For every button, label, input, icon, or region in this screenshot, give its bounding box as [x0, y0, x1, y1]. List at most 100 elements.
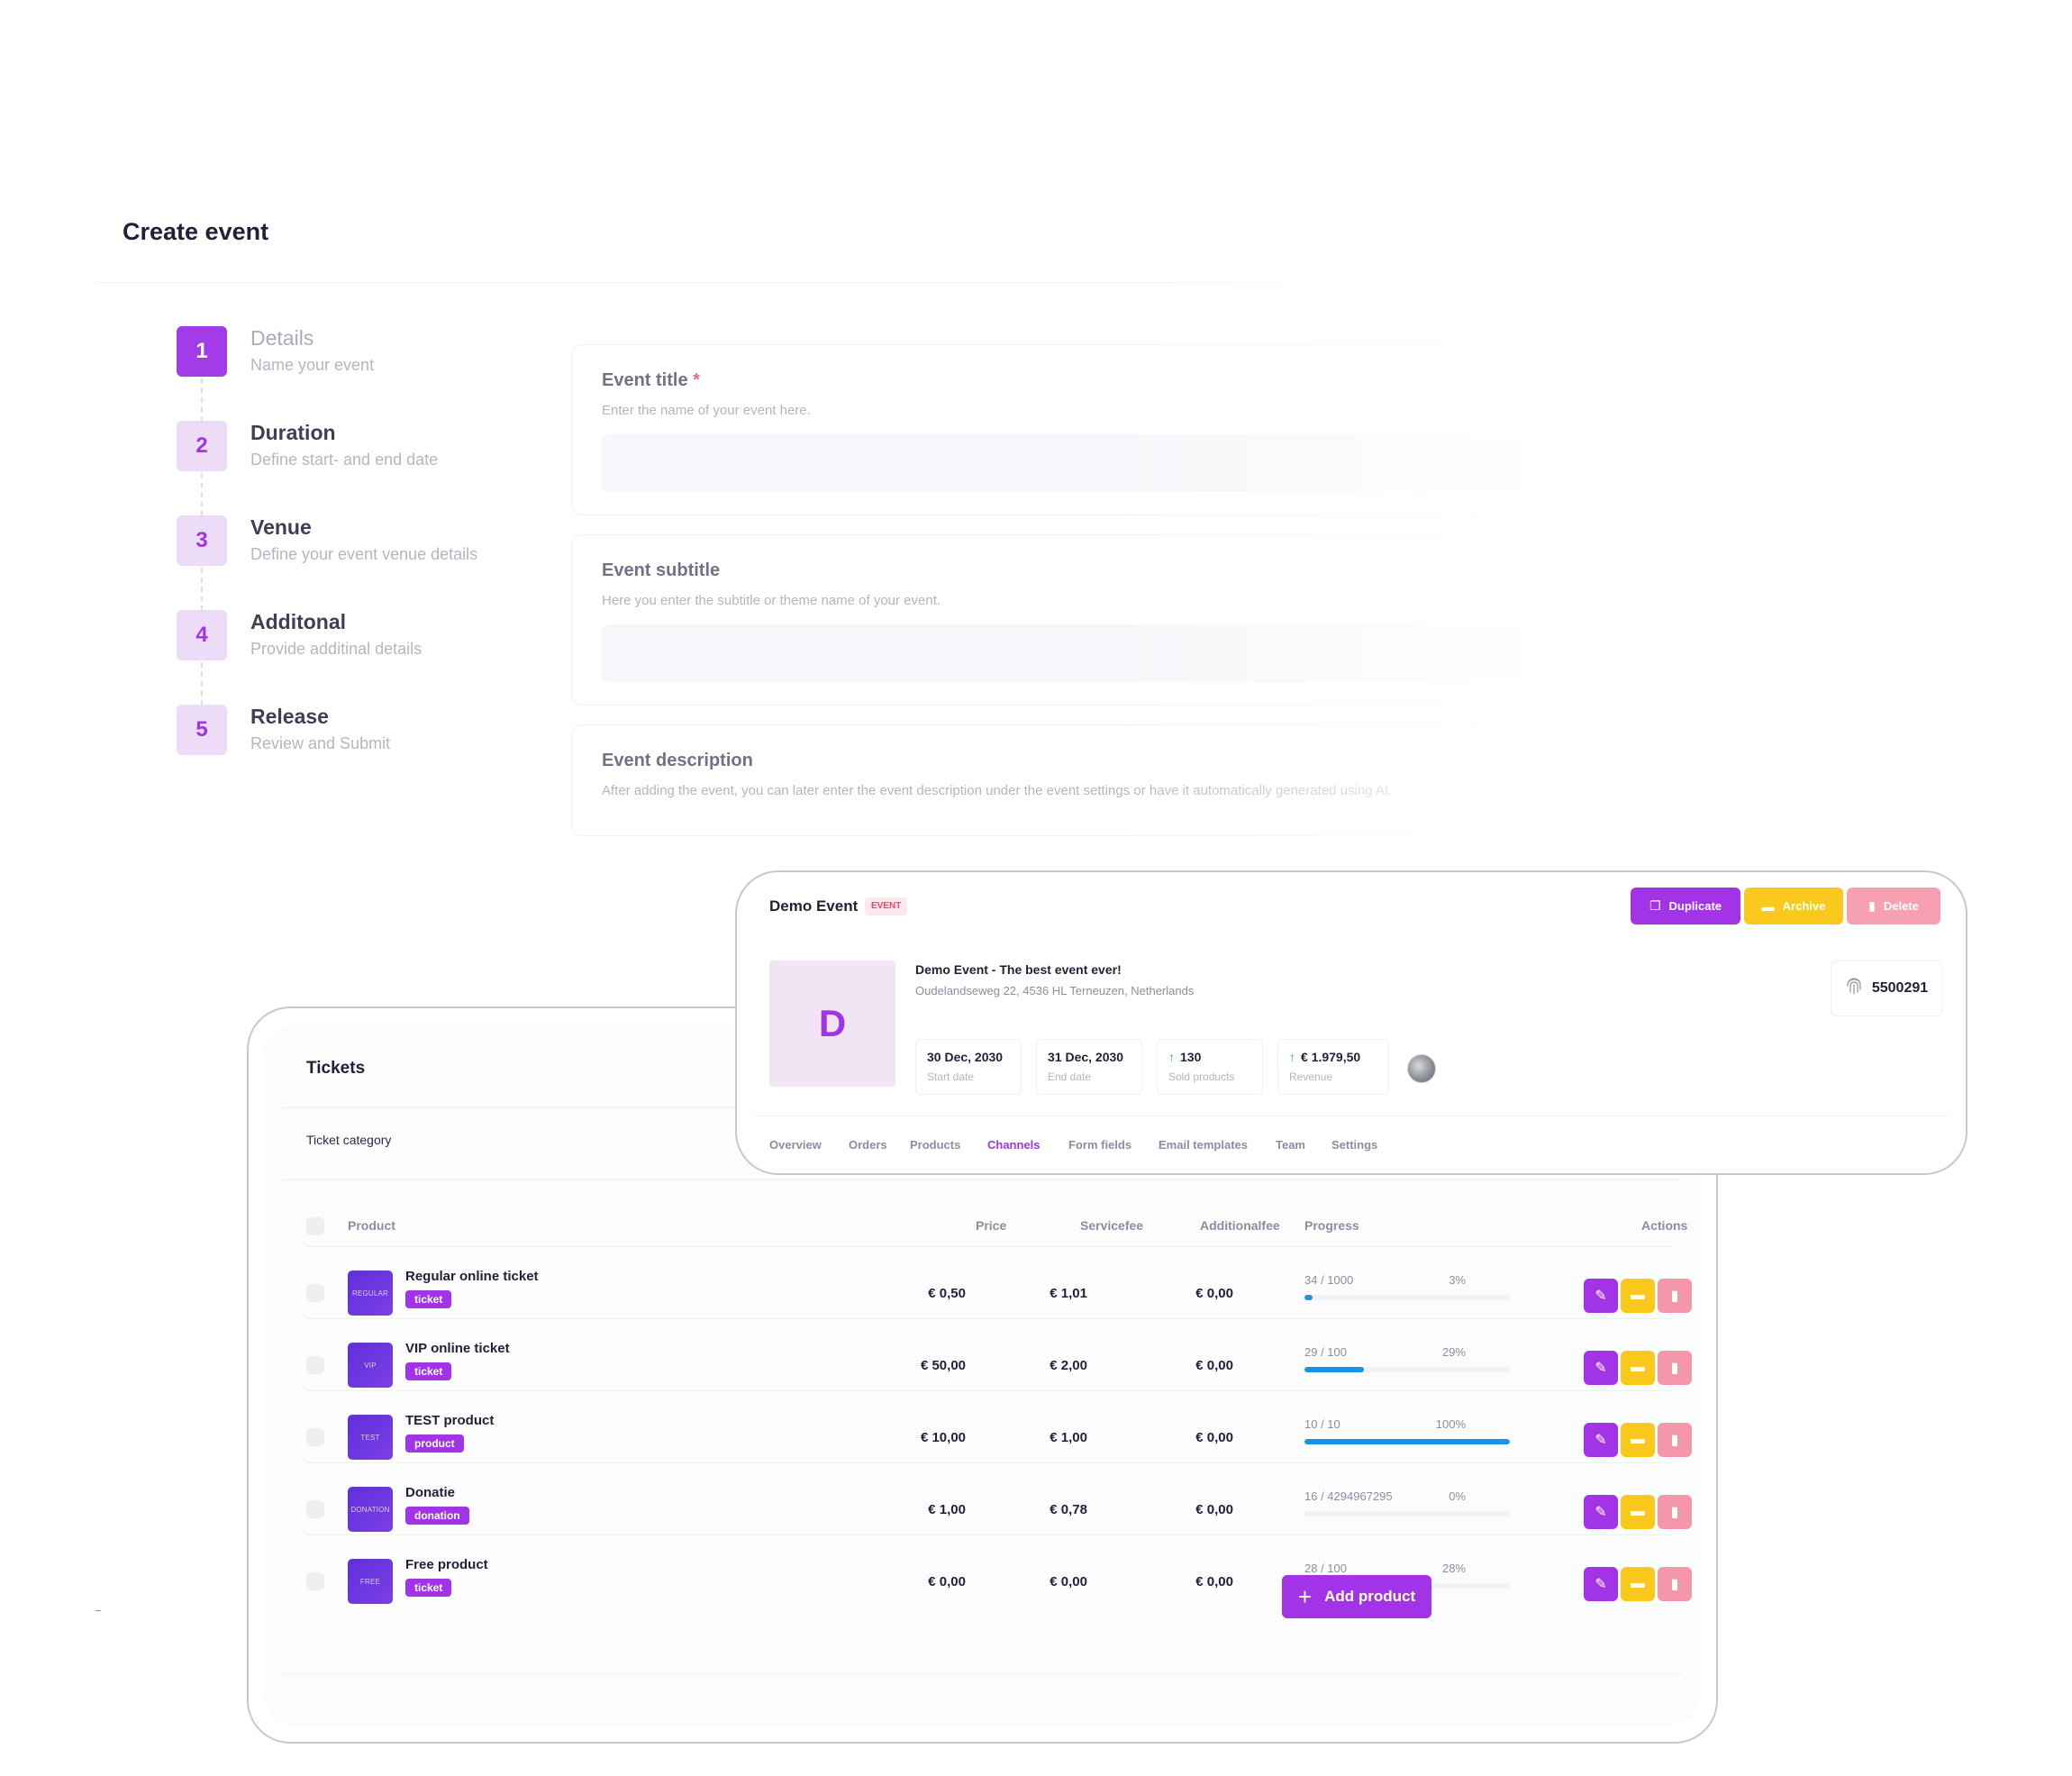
trash-icon: ▮ [1868, 898, 1876, 913]
product-thumbnail: VIP [348, 1343, 393, 1388]
delete-button[interactable]: ▮ [1658, 1279, 1692, 1313]
progress-count: 29 / 100 [1304, 1345, 1347, 1359]
stat-sold-products: ↑ 130 Sold products [1157, 1039, 1263, 1095]
stepper-connector [201, 662, 203, 706]
product-tag: product [405, 1434, 464, 1453]
delete-button[interactable]: ▮ [1658, 1495, 1692, 1529]
archive-button[interactable]: ▬ [1621, 1279, 1655, 1313]
step-title: Details [250, 326, 314, 350]
step-title: Venue [250, 515, 312, 539]
progress-percent: 100% [1435, 1417, 1466, 1431]
stat-end-date: 31 Dec, 2030 End date [1036, 1039, 1142, 1095]
event-title-help: Enter the name of your event here. [602, 403, 811, 418]
stepper-step-venue[interactable]: 3 Venue Define your event venue details [177, 515, 555, 569]
avatar[interactable] [1407, 1054, 1436, 1083]
add-product-button[interactable]: + Add product [1282, 1575, 1431, 1618]
step-subtitle: Provide additinal details [250, 640, 423, 658]
product-thumbnail: FREE [348, 1559, 393, 1604]
product-name[interactable]: VIP online ticket [405, 1341, 510, 1356]
edit-button[interactable]: ✎ [1584, 1495, 1618, 1529]
column-header-price[interactable]: Price [976, 1218, 1007, 1233]
product-tag: ticket [405, 1290, 452, 1308]
tab-orders[interactable]: Orders [849, 1138, 887, 1152]
tickets-divider [283, 1179, 1682, 1180]
event-title: Demo Event [769, 897, 859, 915]
pencil-icon: ✎ [1595, 1361, 1607, 1376]
delete-button[interactable]: ▮ [1658, 1351, 1692, 1385]
archive-button[interactable]: ▬ [1621, 1567, 1655, 1601]
delete-event-button[interactable]: ▮ Delete [1847, 888, 1940, 924]
delete-button[interactable]: ▮ [1658, 1567, 1692, 1601]
stat-label: Revenue [1289, 1070, 1333, 1083]
column-header-product[interactable]: Product [348, 1218, 395, 1233]
archive-button[interactable]: ▬ [1621, 1423, 1655, 1457]
product-name[interactable]: Free product [405, 1557, 488, 1572]
row-checkbox[interactable] [306, 1428, 324, 1446]
trash-icon: ▮ [1670, 1289, 1679, 1304]
header-divider [95, 282, 1325, 283]
step-subtitle: Review and Submit [250, 734, 391, 752]
column-header-additionalfee[interactable]: Additionalfee [1200, 1218, 1280, 1233]
row-checkbox[interactable] [306, 1572, 324, 1590]
stepper-step-details[interactable]: 1 Details Name your event [177, 326, 555, 380]
column-header-progress[interactable]: Progress [1304, 1218, 1359, 1233]
tab-settings[interactable]: Settings [1331, 1138, 1378, 1152]
step-title: Additonal [250, 610, 347, 633]
price-cell: € 10,00 [920, 1430, 966, 1445]
tab-email-templates[interactable]: Email templates [1159, 1138, 1248, 1152]
tab-form-fields[interactable]: Form fields [1068, 1138, 1132, 1152]
column-header-servicefee[interactable]: Servicefee [1080, 1218, 1144, 1233]
progress-count: 10 / 10 [1304, 1417, 1340, 1431]
edit-button[interactable]: ✎ [1584, 1279, 1618, 1313]
event-image-placeholder: D [769, 961, 895, 1087]
progress-count: 34 / 1000 [1304, 1273, 1354, 1287]
stepper-step-additional[interactable]: 4 Additonal Provide additinal details [177, 610, 555, 664]
event-name: Demo Event - The best event ever! [915, 962, 1122, 977]
product-name[interactable]: TEST product [405, 1413, 495, 1428]
edit-button[interactable]: ✎ [1584, 1423, 1618, 1457]
event-subtitle-input[interactable] [602, 624, 1588, 682]
product-name[interactable]: Regular online ticket [405, 1269, 539, 1284]
progress-percent: 29% [1441, 1345, 1466, 1359]
folder-icon: ▬ [1631, 1360, 1645, 1375]
event-title-input[interactable] [602, 434, 1588, 492]
row-checkbox[interactable] [306, 1500, 324, 1518]
duplicate-button[interactable]: ❐ Duplicate [1631, 888, 1740, 924]
row-divider [306, 1462, 1673, 1463]
price-cell: € 50,00 [920, 1358, 966, 1373]
event-address: Oudelandseweg 22, 4536 HL Terneuzen, Net… [915, 984, 1195, 997]
tab-channels[interactable]: Channels [987, 1138, 1041, 1152]
arrow-up-icon: ↑ [1289, 1050, 1295, 1064]
stat-value: 31 Dec, 2030 [1048, 1050, 1124, 1064]
edit-button[interactable]: ✎ [1584, 1351, 1618, 1385]
tab-overview[interactable]: Overview [769, 1138, 822, 1152]
event-subtitle-label: Event subtitle [602, 560, 721, 580]
delete-button[interactable]: ▮ [1658, 1423, 1692, 1457]
add-product-label: Add product [1324, 1588, 1416, 1605]
event-subtitle-help: Here you enter the subtitle or theme nam… [602, 593, 941, 608]
pencil-icon: ✎ [1595, 1577, 1607, 1592]
archive-button[interactable]: ▬ [1621, 1351, 1655, 1385]
row-checkbox[interactable] [306, 1284, 324, 1302]
servicefee-cell: € 0,00 [1050, 1574, 1087, 1589]
progress-bar [1304, 1367, 1510, 1372]
additionalfee-cell: € 0,00 [1195, 1286, 1233, 1301]
tab-team[interactable]: Team [1276, 1138, 1305, 1152]
row-checkbox[interactable] [306, 1356, 324, 1374]
tab-products[interactable]: Products [910, 1138, 961, 1152]
duplicate-icon: ❐ [1649, 898, 1661, 913]
step-number: 2 [177, 421, 227, 471]
archive-button[interactable]: ▬ [1621, 1495, 1655, 1529]
price-cell: € 0,50 [928, 1286, 966, 1301]
archive-event-button[interactable]: ▬ Archive [1744, 888, 1843, 924]
arrow-up-icon: ↑ [1168, 1050, 1175, 1064]
stepper-step-release[interactable]: 5 Release Review and Submit [177, 705, 555, 759]
stepper-step-duration[interactable]: 2 Duration Define start- and end date [177, 421, 555, 475]
servicefee-cell: € 0,78 [1050, 1502, 1087, 1517]
product-name[interactable]: Donatie [405, 1485, 456, 1500]
select-all-checkbox[interactable] [306, 1217, 324, 1235]
edit-button[interactable]: ✎ [1584, 1567, 1618, 1601]
stat-value: ↑ 130 [1168, 1050, 1202, 1064]
product-thumbnail: DONATION [348, 1487, 393, 1532]
additionalfee-cell: € 0,00 [1195, 1502, 1233, 1517]
